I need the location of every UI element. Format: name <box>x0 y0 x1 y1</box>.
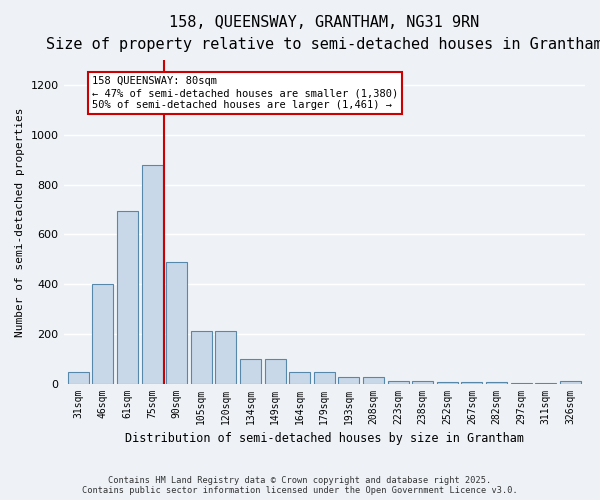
Text: Contains HM Land Registry data © Crown copyright and database right 2025.
Contai: Contains HM Land Registry data © Crown c… <box>82 476 518 495</box>
Title: 158, QUEENSWAY, GRANTHAM, NG31 9RN
Size of property relative to semi-detached ho: 158, QUEENSWAY, GRANTHAM, NG31 9RN Size … <box>46 15 600 52</box>
Bar <box>560 381 581 384</box>
Bar <box>461 382 482 384</box>
Bar <box>191 332 212 384</box>
Bar <box>117 210 138 384</box>
Bar <box>68 372 89 384</box>
Bar <box>240 358 261 384</box>
Bar <box>314 372 335 384</box>
Bar <box>338 378 359 384</box>
Bar <box>142 164 163 384</box>
Bar <box>363 378 384 384</box>
Bar <box>166 262 187 384</box>
Bar <box>437 382 458 384</box>
Bar <box>388 381 409 384</box>
Y-axis label: Number of semi-detached properties: Number of semi-detached properties <box>15 107 25 336</box>
X-axis label: Distribution of semi-detached houses by size in Grantham: Distribution of semi-detached houses by … <box>125 432 524 445</box>
Bar <box>486 382 507 384</box>
Bar <box>289 372 310 384</box>
Text: 158 QUEENSWAY: 80sqm
← 47% of semi-detached houses are smaller (1,380)
50% of se: 158 QUEENSWAY: 80sqm ← 47% of semi-detac… <box>92 76 398 110</box>
Bar <box>412 381 433 384</box>
Bar <box>92 284 113 384</box>
Bar <box>215 332 236 384</box>
Bar <box>265 358 286 384</box>
